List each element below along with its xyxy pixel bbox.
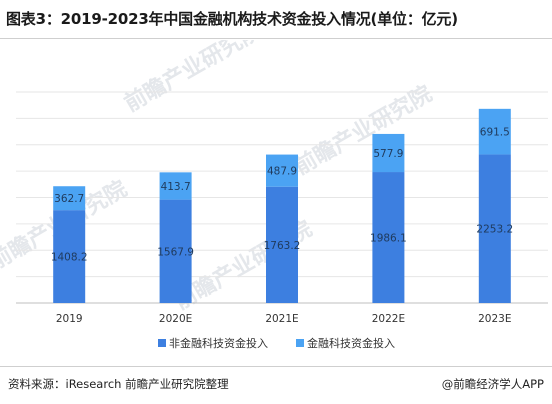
watermark-text: 前瞻产业研究院 [290, 81, 436, 181]
data-label-non-tech: 1763.2 [264, 240, 301, 252]
bar-tech [266, 154, 298, 187]
data-label-non-tech: 1986.1 [370, 233, 407, 245]
x-tick-label: 2019 [56, 313, 83, 325]
data-label-non-tech: 2253.2 [476, 224, 513, 236]
x-axis: 2019 2020E 2021E 2022E 2023E [56, 313, 512, 325]
data-labels: 1408.2 362.7 1567.9 413.7 1763.2 487.9 1986.1 5… [51, 127, 513, 264]
bar-tech [53, 186, 86, 211]
bar-non-tech [478, 154, 511, 303]
data-label-non-tech: 1567.9 [157, 246, 194, 258]
data-label-tech: 362.7 [54, 193, 84, 205]
legend: 非金融科技资金投入 金融科技资金投入 [158, 336, 395, 350]
source-note: 资料来源：iResearch 前瞻产业研究院整理 [8, 377, 229, 391]
bar-non-tech [53, 210, 86, 303]
title-divider [0, 38, 552, 39]
legend-swatch-non-tech [158, 339, 166, 347]
legend-swatch-tech [296, 339, 304, 347]
x-tick-label: 2021E [265, 313, 298, 325]
bar-tech [159, 172, 192, 200]
legend-label-tech: 金融科技资金投入 [307, 336, 395, 350]
x-tick-label: 2022E [372, 313, 405, 325]
data-label-tech: 577.9 [373, 148, 403, 160]
footer-divider [0, 366, 552, 367]
watermark-text: 前瞻产业研究院 [120, 40, 266, 117]
bar-tech [478, 108, 511, 155]
bars [53, 108, 511, 303]
bar-non-tech [266, 186, 298, 303]
data-label-non-tech: 1408.2 [51, 252, 88, 264]
data-label-tech: 413.7 [161, 181, 191, 193]
legend-label-non-tech: 非金融科技资金投入 [169, 336, 268, 350]
bar-non-tech [372, 172, 405, 303]
brand-credit: @前瞻经济学人APP [441, 377, 544, 391]
bar-tech [372, 133, 405, 173]
data-label-tech: 487.9 [267, 166, 297, 178]
bar-non-tech [159, 199, 192, 303]
chart-title: 图表3：2019-2023年中国金融机构技术资金投入情况(单位：亿元) [6, 10, 458, 28]
x-tick-label: 2020E [159, 313, 192, 325]
chart: 前瞻产业研究院 前瞻产业研究院 前瞻产业研究院 前瞻产业研究院 1408.236… [0, 40, 548, 350]
x-tick-label: 2023E [478, 313, 511, 325]
data-label-tech: 691.5 [480, 127, 510, 139]
